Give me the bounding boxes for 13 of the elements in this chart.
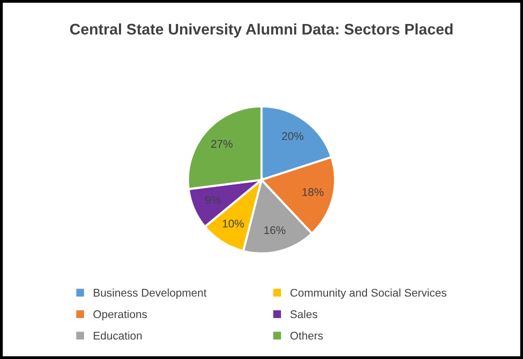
legend-label: Community and Social Services bbox=[290, 288, 446, 299]
data-label: 18% bbox=[302, 188, 324, 196]
data-label: 16% bbox=[264, 226, 286, 234]
data-label: 27% bbox=[211, 140, 233, 148]
legend-label: Operations bbox=[93, 310, 147, 320]
data-label: 9% bbox=[205, 196, 221, 204]
chart-title: Central State University Alumni Data: Sectors Placed bbox=[70, 23, 453, 38]
legend-label: Business Development bbox=[94, 288, 206, 299]
legend-label: Others bbox=[290, 331, 323, 340]
data-label: 10% bbox=[222, 220, 244, 228]
legend-label: Education bbox=[94, 331, 142, 340]
legend-label: Sales bbox=[290, 310, 318, 318]
data-label: 20% bbox=[282, 132, 304, 140]
